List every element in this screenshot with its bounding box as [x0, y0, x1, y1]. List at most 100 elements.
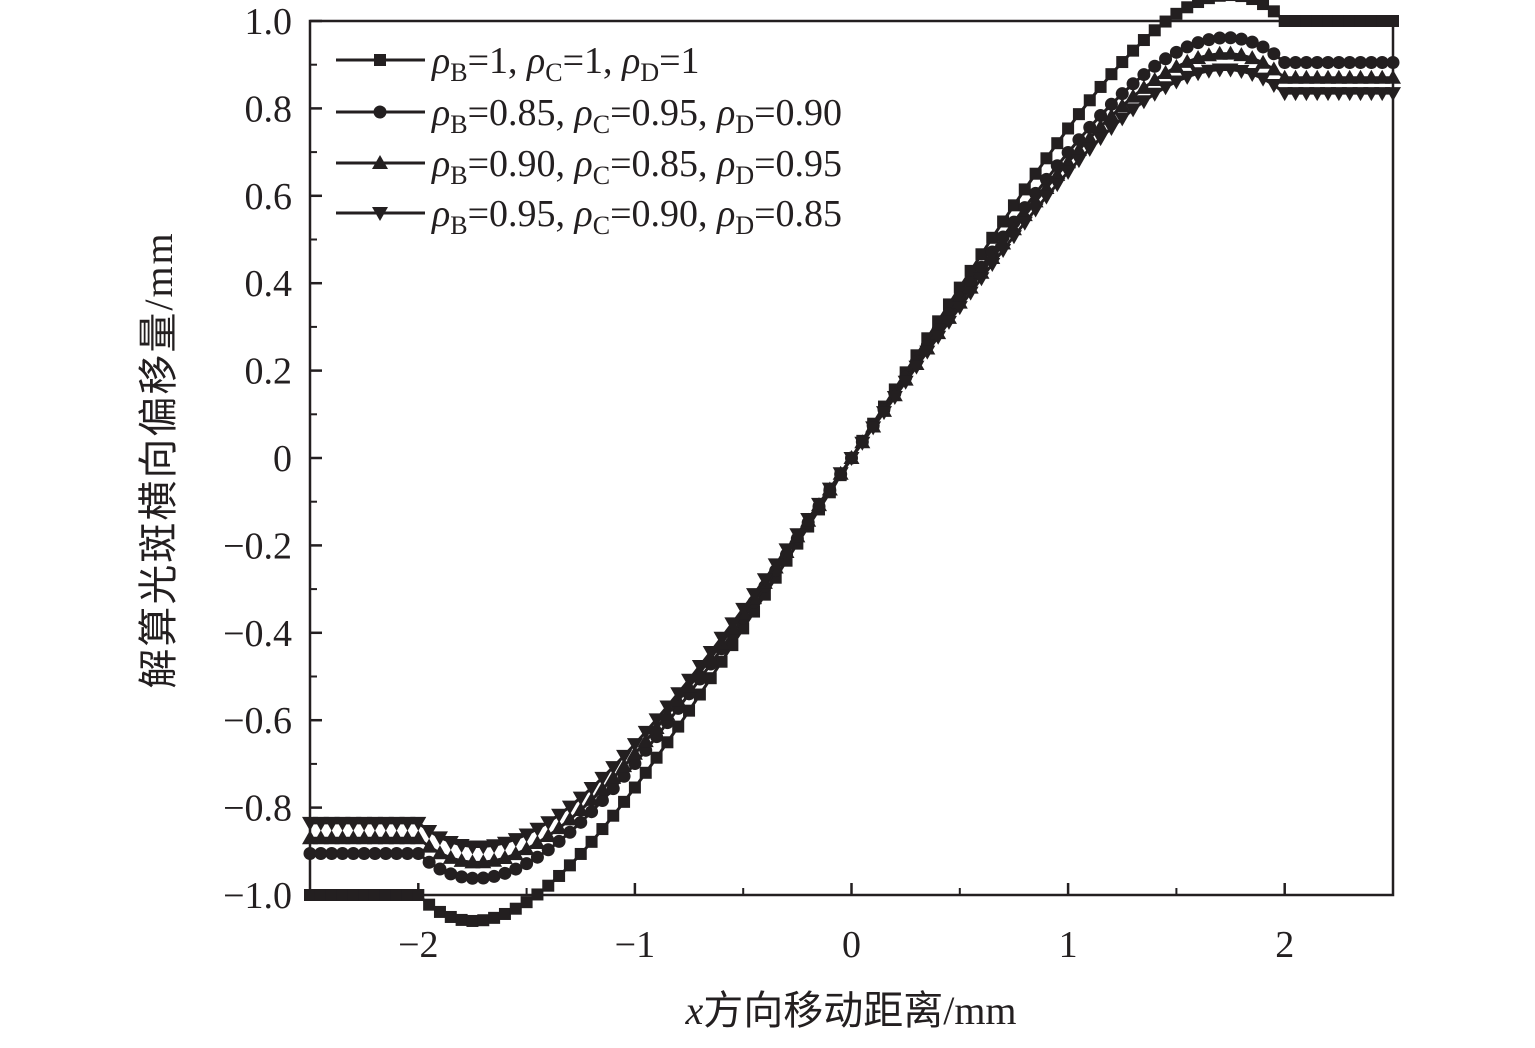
data-point-s1 [1387, 15, 1399, 27]
data-point-s3 [518, 841, 535, 856]
data-point-s2 [1202, 33, 1216, 47]
data-point-s1 [737, 622, 750, 635]
data-point-s2 [563, 825, 577, 839]
data-point-s2 [487, 869, 501, 883]
data-point-s4 [410, 816, 427, 831]
data-point-s1 [1018, 183, 1031, 196]
data-point-s2 [335, 846, 349, 860]
data-point-s1 [412, 889, 425, 901]
series-layer [302, 0, 1401, 927]
data-point-s4 [930, 330, 947, 345]
data-point-s1 [466, 914, 479, 927]
data-point-s4 [1200, 64, 1217, 79]
data-point-s1 [477, 914, 490, 927]
data-point-s1 [423, 898, 436, 911]
data-point-s4 [572, 791, 589, 806]
data-point-s2 [1256, 40, 1270, 54]
data-point-s2 [476, 871, 490, 885]
data-point-s1 [596, 823, 609, 836]
data-point-s1 [618, 795, 631, 808]
data-point-s1 [607, 809, 620, 822]
data-point-s3 [453, 852, 470, 867]
data-point-s3 [1244, 50, 1261, 65]
data-point-s1 [1257, 0, 1270, 11]
data-point-s3 [323, 830, 340, 845]
data-point-s4 [561, 800, 578, 815]
data-point-s3 [1222, 45, 1239, 60]
data-point-s1 [1040, 152, 1053, 165]
data-point-s1 [672, 720, 685, 733]
data-point-s1 [1159, 15, 1172, 28]
data-point-s3 [637, 733, 654, 748]
data-point-s4 [1168, 75, 1185, 90]
data-point-s2 [1310, 56, 1324, 70]
data-point-s4 [431, 831, 448, 846]
data-point-s1 [444, 910, 457, 923]
data-point-s3 [616, 758, 633, 773]
data-point-s3 [399, 830, 416, 845]
data-point-s3 [1330, 69, 1347, 84]
data-point-s1 [1137, 34, 1150, 47]
x-axis-title: x方向移动距离/mm [684, 988, 1016, 1033]
data-point-s4 [854, 436, 871, 451]
data-point-s4 [637, 725, 654, 740]
data-point-s4 [1320, 87, 1337, 102]
data-point-s3 [1341, 69, 1358, 84]
series-s4 [302, 63, 1401, 855]
data-point-s2 [379, 846, 393, 860]
data-point-s3 [366, 830, 383, 845]
data-point-s3 [1103, 108, 1120, 123]
data-point-s1 [1181, 1, 1194, 14]
data-point-s1 [1322, 15, 1335, 27]
data-point-s4 [1114, 112, 1131, 127]
data-point-s4 [724, 617, 741, 632]
data-point-s1 [661, 736, 674, 749]
data-point-s4 [345, 816, 362, 831]
data-point-s3 [1070, 141, 1087, 156]
data-point-s3 [388, 830, 405, 845]
data-point-s4 [1211, 63, 1228, 78]
data-point-s4 [691, 659, 708, 674]
data-point-s4 [356, 816, 373, 831]
data-point-s2 [1191, 36, 1205, 50]
data-point-s4 [1276, 87, 1293, 102]
data-point-s4 [1265, 78, 1282, 93]
data-point-s4 [789, 528, 806, 543]
data-point-s2 [368, 846, 382, 860]
data-point-s3 [1060, 154, 1077, 169]
data-point-s1 [1278, 15, 1291, 27]
y-tick-label: −0.6 [223, 700, 292, 742]
data-point-s2 [1126, 77, 1140, 91]
data-point-s3 [1114, 98, 1131, 113]
data-point-s4 [1125, 103, 1142, 118]
data-point-s3 [1265, 61, 1282, 76]
data-point-s4 [1146, 87, 1163, 102]
x-tick-label: 2 [1275, 924, 1294, 966]
data-point-s1 [553, 869, 566, 882]
data-point-s3 [345, 830, 362, 845]
data-point-s1 [1376, 15, 1389, 27]
data-point-s4 [940, 315, 957, 330]
data-point-s1 [520, 896, 533, 909]
data-point-s4 [626, 738, 643, 753]
data-point-s4 [529, 822, 546, 837]
data-point-s4 [1298, 87, 1315, 102]
data-point-s4 [1374, 87, 1391, 102]
data-point-s4 [323, 816, 340, 831]
data-point-s4 [746, 588, 763, 603]
data-point-s4 [1157, 81, 1174, 96]
data-point-s4 [1103, 121, 1120, 136]
data-point-s3 [1125, 88, 1142, 103]
data-point-s2 [574, 815, 588, 829]
data-point-s1 [390, 889, 403, 901]
data-point-s1 [1354, 15, 1367, 27]
data-point-s1 [639, 766, 652, 779]
data-point-s1 [1332, 15, 1345, 27]
data-point-s2 [628, 756, 642, 770]
data-point-s1 [1311, 15, 1324, 27]
data-point-s2 [1354, 56, 1368, 70]
legend-label: ρB=0.95, ρC=0.90, ρD=0.85 [431, 193, 842, 240]
legend-marker [374, 54, 386, 66]
data-point-s4 [713, 631, 730, 646]
data-point-s4 [1179, 70, 1196, 85]
